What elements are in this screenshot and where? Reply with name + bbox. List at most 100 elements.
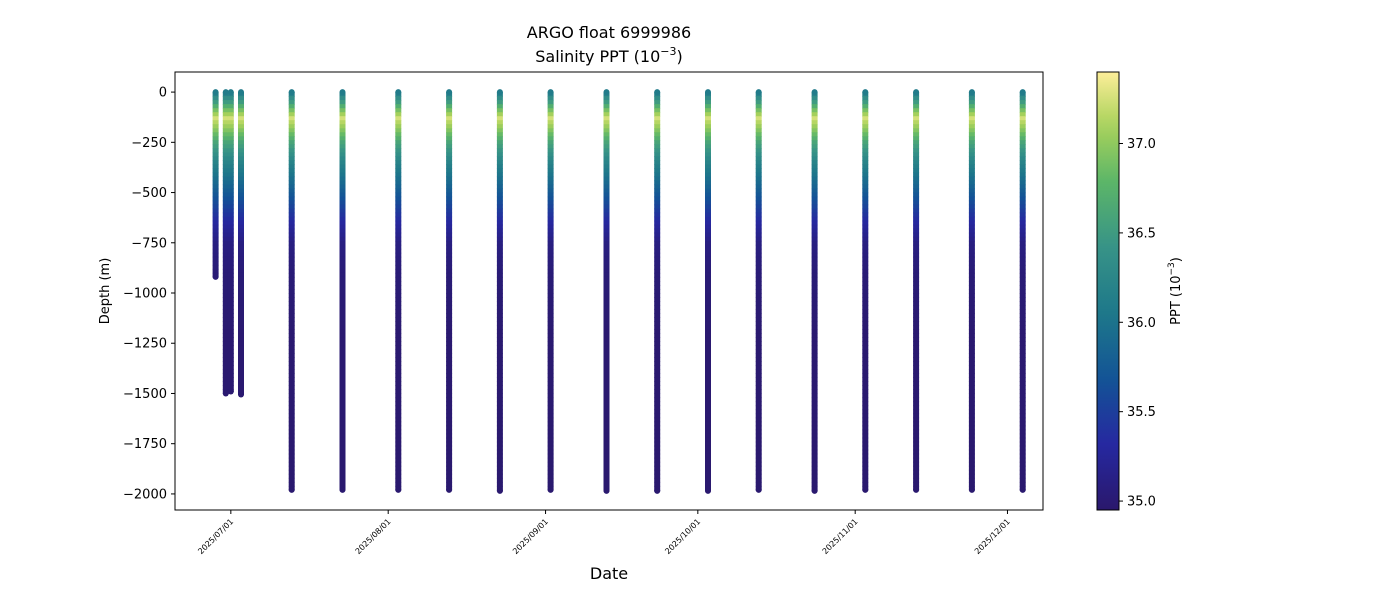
profile-segment	[446, 232, 453, 238]
profile-segment	[1019, 112, 1026, 117]
profile-segment	[603, 337, 610, 342]
profile-segment	[862, 445, 869, 451]
profile-segment	[811, 264, 818, 270]
chart-title: ARGO float 6999986	[527, 23, 691, 42]
profile-segment	[339, 164, 346, 169]
profile-segment	[862, 457, 869, 463]
profile-segment	[496, 453, 503, 459]
profile-segment	[395, 381, 402, 386]
profile-column	[862, 89, 869, 493]
profile-segment	[446, 156, 453, 161]
profile-segment	[968, 329, 975, 334]
profile-segment	[288, 321, 295, 326]
profile-segment	[603, 248, 610, 254]
profile-segment	[547, 365, 554, 370]
profile-segment	[227, 180, 234, 186]
profile-segment	[968, 313, 975, 318]
profile-segment	[811, 112, 818, 117]
profile-segment	[862, 256, 869, 262]
profile-segment	[339, 361, 346, 366]
profile-segment	[705, 100, 711, 105]
profile-segment	[705, 116, 711, 121]
profile-segment	[811, 297, 818, 302]
profile-segment	[496, 260, 503, 266]
profile-segment	[755, 184, 762, 190]
profile-segment	[603, 256, 610, 262]
profile-segment	[212, 140, 219, 145]
profile-segment	[654, 272, 661, 278]
profile-segment	[968, 104, 975, 109]
profile-segment	[339, 293, 346, 298]
profile-segment	[1019, 196, 1026, 202]
profile-segment	[222, 196, 229, 202]
profile-column	[603, 89, 610, 494]
profile-segment	[547, 268, 554, 274]
profile-segment	[862, 172, 869, 178]
profile-segment	[222, 156, 229, 161]
profile-segment	[811, 309, 818, 314]
profile-segment	[755, 441, 762, 447]
profile-segment	[811, 433, 818, 439]
y-axis-ticks: 0−250−500−750−1000−1250−1500−1750−2000	[123, 86, 175, 502]
profile-segment	[968, 184, 975, 190]
profile-segment	[339, 449, 346, 455]
profile-segment	[227, 381, 234, 386]
profile-segment	[222, 285, 229, 290]
profile-segment	[654, 441, 661, 447]
profile-segment	[755, 104, 762, 109]
profile-segment	[603, 385, 610, 390]
profile-segment	[496, 345, 503, 350]
profile-segment	[603, 192, 610, 198]
profile-segment	[227, 212, 234, 218]
profile-segment	[913, 441, 920, 447]
profile-segment	[654, 220, 661, 226]
profile-segment	[1019, 473, 1026, 479]
profile-segment	[603, 437, 610, 443]
profile-top-point	[222, 89, 229, 96]
profile-segment	[1019, 164, 1026, 169]
colorbar-ticks: 35.035.536.036.537.0	[1119, 137, 1156, 510]
profile-segment	[496, 429, 503, 435]
profile-segment	[339, 148, 346, 153]
profile-segment	[603, 305, 610, 310]
profile-segment	[288, 100, 295, 105]
profile-segment	[395, 172, 402, 178]
profile-segment	[227, 116, 234, 121]
profile-segment	[913, 116, 920, 121]
profile-segment	[288, 256, 295, 262]
profile-segment	[755, 132, 762, 137]
profile-segment	[913, 293, 920, 298]
profile-segment	[446, 140, 453, 145]
profile-segment	[1019, 252, 1026, 258]
profile-segment	[603, 425, 610, 431]
profile-segment	[547, 136, 554, 141]
profile-segment	[547, 212, 554, 218]
profile-segment	[1019, 433, 1026, 439]
profile-segment	[212, 180, 219, 186]
profile-segment	[222, 369, 229, 374]
profile-segment	[547, 116, 554, 121]
profile-segment	[1019, 272, 1026, 278]
profile-segment	[811, 349, 818, 354]
profile-segment	[395, 260, 402, 266]
profile-segment	[755, 276, 762, 282]
profile-segment	[446, 220, 453, 226]
profile-segment	[395, 264, 402, 270]
profile-segment	[755, 100, 762, 105]
profile-segment	[395, 405, 402, 411]
profile-segment	[446, 276, 453, 282]
profile-segment	[395, 481, 402, 487]
profile-segment	[238, 104, 244, 109]
profile-segment	[705, 445, 711, 451]
profile-segment	[913, 369, 920, 374]
profile-segment	[222, 373, 229, 378]
profile-segment	[227, 188, 234, 194]
profile-segment	[395, 473, 402, 479]
profile-segment	[222, 272, 229, 278]
profile-segment	[339, 285, 346, 290]
profile-segment	[238, 260, 244, 266]
profile-segment	[862, 184, 869, 190]
profile-segment	[446, 132, 453, 137]
profile-segment	[862, 180, 869, 186]
profile-segment	[339, 377, 346, 382]
